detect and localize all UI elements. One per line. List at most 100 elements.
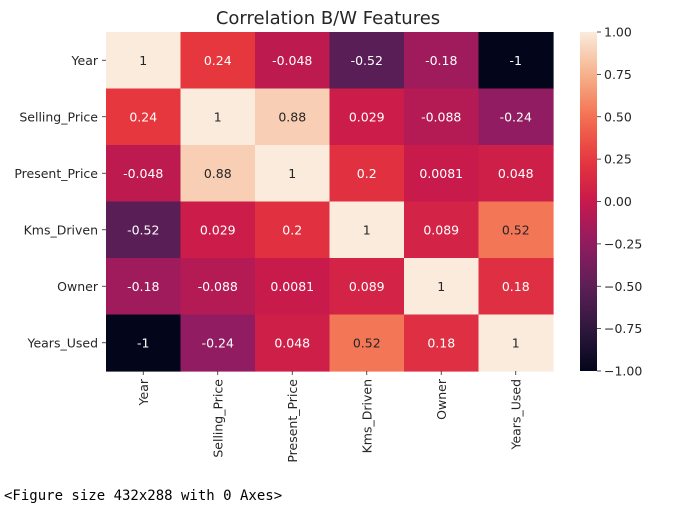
cell-value-label: 0.029 bbox=[200, 222, 236, 237]
heatmap-cell bbox=[255, 314, 331, 372]
heatmap-cell bbox=[255, 145, 331, 203]
heatmap-cell bbox=[478, 32, 554, 90]
chart-title: Correlation B/W Features bbox=[216, 8, 440, 29]
heatmap-cell bbox=[180, 88, 256, 146]
heatmap-cell bbox=[478, 314, 554, 372]
cell-value-label: 0.0081 bbox=[270, 279, 314, 294]
colorbar-tick-label: −0.75 bbox=[604, 321, 642, 336]
column-label: Kms_Driven bbox=[359, 379, 374, 453]
row-label: Years_Used bbox=[26, 335, 98, 350]
cell-value-label: 1 bbox=[288, 166, 296, 181]
colorbar-tick-label: −1.00 bbox=[604, 364, 642, 379]
cell-value-label: -1 bbox=[137, 335, 149, 350]
cell-value-label: 0.048 bbox=[498, 166, 534, 181]
colorbar-tick-label: 1.00 bbox=[604, 25, 632, 40]
heatmap-cell bbox=[329, 258, 405, 316]
cell-value-label: 1 bbox=[512, 335, 520, 350]
heatmap-cell bbox=[478, 258, 554, 316]
cell-value-label: -0.52 bbox=[351, 53, 383, 68]
heatmap-cell bbox=[180, 32, 256, 90]
heatmap-cell bbox=[329, 201, 405, 259]
heatmap-cell bbox=[478, 201, 554, 259]
column-label: Year bbox=[136, 378, 151, 406]
heatmap-cells: 1 0.24 -0.048 -0.52 -0.18 -1 0.24 1 0.88 0.029 -0.… bbox=[106, 32, 554, 372]
cell-value-label: 0.24 bbox=[204, 53, 232, 68]
heatmap-cell bbox=[180, 145, 256, 203]
cell-value-label: 0.52 bbox=[353, 335, 381, 350]
row-label: Present_Price bbox=[14, 166, 98, 181]
heatmap-cell bbox=[478, 145, 554, 203]
heatmap-cell bbox=[255, 258, 331, 316]
row-label: Kms_Driven bbox=[24, 222, 98, 237]
cell-value-label: -1 bbox=[510, 53, 522, 68]
cell-value-label: 0.2 bbox=[282, 222, 302, 237]
cell-value-label: 0.18 bbox=[427, 335, 455, 350]
cell-value-label: 1 bbox=[214, 109, 222, 124]
correlation-heatmap: Correlation B/W Features 1 0.24 -0.048 -0.5… bbox=[14, 8, 642, 463]
colorbar-tick-label: 0.00 bbox=[604, 194, 632, 209]
column-label: Present_Price bbox=[285, 379, 300, 463]
heatmap-cell bbox=[106, 258, 182, 316]
row-labels: Year Selling_Price Present_Price Kms_Driven… bbox=[14, 53, 106, 350]
cell-value-label: 0.029 bbox=[349, 109, 385, 124]
heatmap-cell bbox=[478, 88, 554, 146]
cell-value-label: -0.52 bbox=[127, 222, 159, 237]
colorbar-tick-label: −0.25 bbox=[604, 236, 642, 251]
heatmap-cell bbox=[180, 201, 256, 259]
cell-value-label: 0.2 bbox=[357, 166, 377, 181]
cell-value-label: -0.048 bbox=[123, 166, 163, 181]
heatmap-cell bbox=[404, 32, 480, 90]
heatmap-cell bbox=[106, 32, 182, 90]
colorbar-tick-label: 0.50 bbox=[604, 109, 632, 124]
cell-value-label: -0.18 bbox=[425, 53, 457, 68]
row-label: Selling_Price bbox=[19, 109, 98, 124]
heatmap-cell bbox=[106, 314, 182, 372]
cell-value-label: 0.52 bbox=[502, 222, 530, 237]
heatmap-cell bbox=[106, 201, 182, 259]
cell-value-label: 1 bbox=[363, 222, 371, 237]
heatmap-cell bbox=[255, 88, 331, 146]
cell-value-label: 0.24 bbox=[129, 109, 157, 124]
column-label: Selling_Price bbox=[210, 379, 225, 458]
cell-value-label: 0.18 bbox=[502, 279, 530, 294]
column-label: Years_Used bbox=[508, 379, 523, 451]
cell-value-label: 0.089 bbox=[349, 279, 385, 294]
cell-value-label: -0.18 bbox=[127, 279, 159, 294]
cell-value-label: 0.88 bbox=[278, 109, 306, 124]
cell-value-label: -0.088 bbox=[421, 109, 461, 124]
heatmap-cell bbox=[404, 201, 480, 259]
heatmap-cell bbox=[404, 258, 480, 316]
heatmap-cell bbox=[329, 88, 405, 146]
colorbar-tick-label: −0.50 bbox=[604, 279, 642, 294]
heatmap-cell bbox=[404, 88, 480, 146]
cell-value-label: 1 bbox=[139, 53, 147, 68]
heatmap-cell bbox=[106, 88, 182, 146]
colorbar-tick-label: 0.75 bbox=[604, 67, 632, 82]
heatmap-cell bbox=[180, 258, 256, 316]
cell-value-label: 1 bbox=[437, 279, 445, 294]
colorbar-gradient bbox=[580, 32, 597, 371]
row-label: Year bbox=[71, 53, 99, 68]
heatmap-cell bbox=[329, 314, 405, 372]
column-label: Owner bbox=[434, 378, 449, 420]
heatmap-cell bbox=[404, 314, 480, 372]
cell-value-label: -0.24 bbox=[500, 109, 532, 124]
heatmap-cell bbox=[255, 201, 331, 259]
heatmap-cell bbox=[180, 314, 256, 372]
heatmap-cell bbox=[404, 145, 480, 203]
cell-value-label: -0.24 bbox=[202, 335, 234, 350]
cell-value-label: 0.88 bbox=[204, 166, 232, 181]
figure-size-output: <Figure size 432x288 with 0 Axes> bbox=[4, 488, 283, 504]
cell-value-label: 0.0081 bbox=[419, 166, 463, 181]
heatmap-cell bbox=[106, 145, 182, 203]
column-labels: Year Selling_Price Present_Price Kms_Driven… bbox=[136, 371, 523, 463]
cell-value-label: 0.089 bbox=[423, 222, 459, 237]
cell-value-label: -0.048 bbox=[272, 53, 312, 68]
cell-value-label: 0.048 bbox=[274, 335, 310, 350]
heatmap-cell bbox=[329, 145, 405, 203]
heatmap-cell bbox=[255, 32, 331, 90]
row-label: Owner bbox=[57, 279, 99, 294]
cell-value-label: -0.088 bbox=[198, 279, 238, 294]
heatmap-cell bbox=[329, 32, 405, 90]
colorbar-tick-label: 0.25 bbox=[604, 152, 632, 167]
